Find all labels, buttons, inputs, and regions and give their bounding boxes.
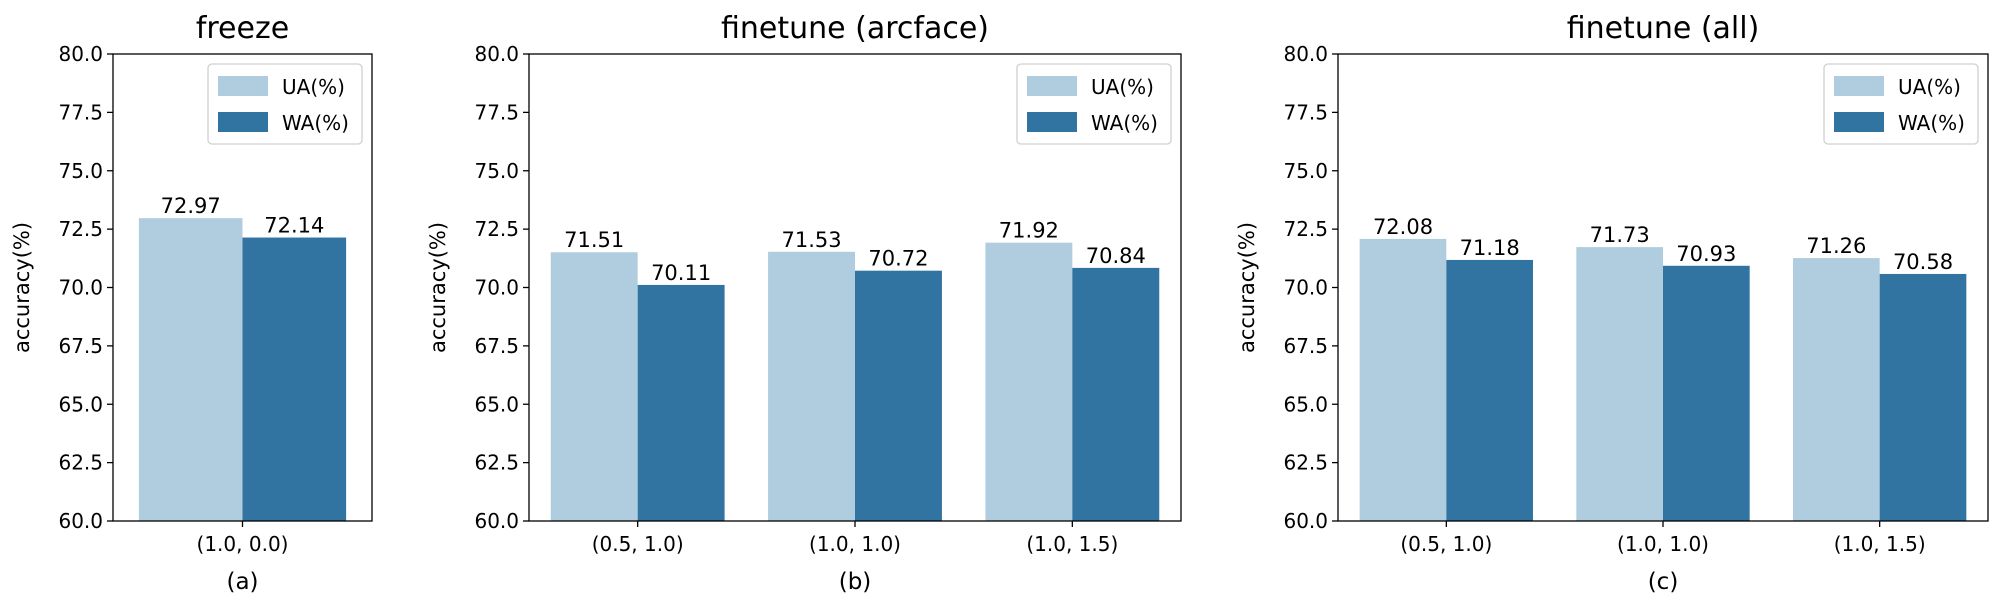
axes-frame — [112, 53, 373, 522]
x-axis-label: (b) — [839, 569, 872, 595]
y-tick-label: 62.5 — [474, 451, 519, 475]
data-label-wa-3: 70.84 — [1086, 244, 1146, 268]
legend-swatch-ua — [1027, 76, 1077, 96]
y-tick-label: 67.5 — [474, 334, 519, 358]
y-tick-label: 60.0 — [1283, 509, 1328, 533]
bar-wa-3 — [1879, 273, 1967, 521]
bar-wa-2 — [855, 270, 942, 521]
bar-ua-1 — [1359, 238, 1447, 521]
y-axis-label: accuracy(%) — [1235, 222, 1259, 353]
y-tick-label: 70.0 — [58, 276, 103, 300]
y-tick-label: 70.0 — [474, 276, 519, 300]
legend: UA(%) WA(%) — [207, 63, 363, 145]
data-label-wa-1: 70.11 — [651, 261, 711, 285]
axes-frame — [1337, 53, 1989, 522]
data-label-ua-2: 71.73 — [1590, 223, 1650, 247]
y-tick-label: 65.0 — [474, 392, 519, 416]
bar-wa-1 — [637, 284, 725, 521]
legend-label-wa: WA(%) — [1091, 111, 1158, 135]
x-tick-label: (1.0, 1.0) — [809, 532, 901, 556]
y-tick-label: 67.5 — [58, 334, 103, 358]
x-tick-label: (0.5, 1.0) — [1400, 532, 1492, 556]
x-tick-label: (0.5, 1.0) — [592, 532, 684, 556]
chart-title: freeze — [196, 11, 289, 46]
y-tick-label: 60.0 — [474, 509, 519, 533]
y-axis-label: accuracy(%) — [10, 222, 34, 353]
data-label-wa-2: 70.72 — [868, 247, 928, 271]
y-tick-label: 62.5 — [58, 451, 103, 475]
chart-title: finetune (arcface) — [721, 11, 989, 46]
data-label-ua-1: 72.08 — [1373, 215, 1433, 239]
legend: UA(%) WA(%) — [1016, 63, 1172, 145]
y-tick-label: 60.0 — [58, 509, 103, 533]
legend-swatch-ua — [1834, 76, 1884, 96]
data-label-wa-3: 70.58 — [1893, 250, 1953, 274]
bar-wa-1 — [242, 237, 347, 521]
chart-title: finetune (all) — [1567, 11, 1760, 46]
x-tick-label: (1.0, 1.5) — [1026, 532, 1118, 556]
legend-label-ua: UA(%) — [282, 75, 345, 99]
x-axis-label: (c) — [1648, 569, 1679, 595]
bar-ua-2 — [1576, 247, 1663, 522]
bar-ua-1 — [138, 218, 243, 521]
legend: UA(%) WA(%) — [1823, 63, 1979, 145]
data-label-ua-1: 71.51 — [564, 228, 624, 252]
y-tick-label: 75.0 — [58, 159, 103, 183]
data-label-wa-1: 72.14 — [264, 214, 324, 238]
y-tick-label: 65.0 — [1283, 392, 1328, 416]
data-label-wa-2: 70.93 — [1676, 242, 1736, 266]
x-tick-label: (1.0, 0.0) — [197, 532, 289, 556]
chart-panel-1: freeze 72.97 72.14 (1.0, 0.0) 60.0 62.5 65.0 67… — [10, 11, 373, 595]
y-tick-label: 77.5 — [58, 100, 103, 124]
data-label-ua-3: 71.26 — [1806, 234, 1866, 258]
x-axis-label: (a) — [226, 569, 258, 595]
bar-wa-1 — [1446, 259, 1533, 521]
y-tick-label: 72.5 — [474, 217, 519, 241]
x-tick-label: (1.0, 1.0) — [1617, 532, 1709, 556]
legend-label-ua: UA(%) — [1091, 75, 1154, 99]
bar-ua-3 — [1793, 258, 1880, 521]
y-tick-label: 62.5 — [1283, 451, 1328, 475]
data-label-ua-3: 71.92 — [999, 219, 1059, 243]
data-label-ua-2: 71.53 — [781, 228, 841, 252]
x-tick-label: (1.0, 1.5) — [1834, 532, 1926, 556]
legend-swatch-wa — [218, 112, 268, 132]
legend-label-wa: WA(%) — [282, 111, 349, 135]
legend-swatch-wa — [1027, 112, 1077, 132]
y-tick-label: 67.5 — [1283, 334, 1328, 358]
bar-ua-1 — [550, 252, 638, 521]
bar-ua-2 — [768, 251, 855, 521]
legend-label-ua: UA(%) — [1898, 75, 1961, 99]
y-tick-label: 75.0 — [1283, 159, 1328, 183]
y-tick-label: 80.0 — [1283, 42, 1328, 66]
chart-panel-3: finetune (all) 72.08 71.18 (0.5, 1.0) 71.73 7… — [1235, 11, 1989, 595]
y-tick-label: 65.0 — [58, 392, 103, 416]
y-tick-label: 77.5 — [1283, 100, 1328, 124]
y-tick-label: 80.0 — [58, 42, 103, 66]
y-tick-label: 77.5 — [474, 100, 519, 124]
legend-swatch-wa — [1834, 112, 1884, 132]
bar-ua-3 — [985, 242, 1073, 521]
legend-swatch-ua — [218, 76, 268, 96]
y-axis-label: accuracy(%) — [426, 222, 450, 353]
bar-wa-2 — [1663, 265, 1750, 521]
y-tick-label: 72.5 — [58, 217, 103, 241]
y-tick-label: 75.0 — [474, 159, 519, 183]
y-tick-label: 72.5 — [1283, 217, 1328, 241]
data-label-ua-1: 72.97 — [161, 194, 221, 218]
axes-frame — [528, 53, 1182, 522]
bar-wa-3 — [1072, 267, 1160, 521]
data-label-wa-1: 71.18 — [1460, 236, 1520, 260]
y-tick-label: 70.0 — [1283, 276, 1328, 300]
chart-panel-2: finetune (arcface) 71.51 70.11 (0.5, 1.0) 71… — [426, 11, 1182, 595]
legend-label-wa: WA(%) — [1898, 111, 1965, 135]
y-tick-label: 80.0 — [474, 42, 519, 66]
